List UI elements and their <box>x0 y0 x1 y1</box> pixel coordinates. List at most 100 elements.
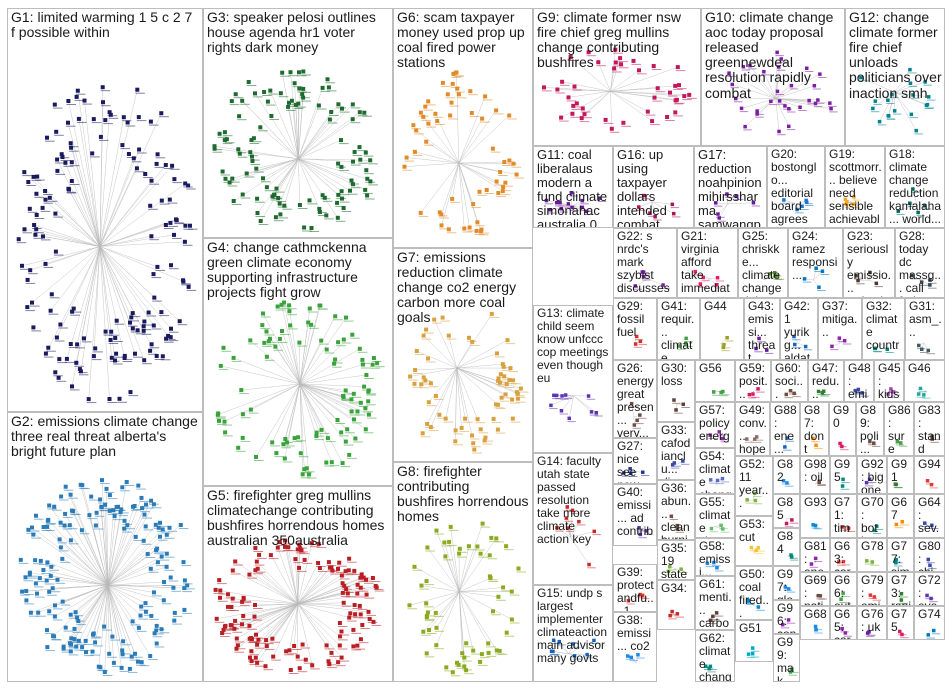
vertex-label-mark <box>753 503 763 505</box>
vertex-label-mark <box>335 423 346 424</box>
vertex <box>143 524 148 529</box>
vertex-label-mark <box>781 483 791 485</box>
group-cell-g27: G27: nice see new report... <box>613 438 657 484</box>
vertex-label-mark <box>890 97 899 99</box>
vertex <box>74 644 79 649</box>
vertex-label-mark <box>140 511 150 513</box>
vertex-label-mark <box>487 579 498 581</box>
vertex-label-mark <box>264 190 275 192</box>
cluster-g86 <box>895 440 908 447</box>
vertex <box>337 621 342 625</box>
vertex-label-mark <box>567 421 576 423</box>
cluster-g61 <box>708 611 724 625</box>
vertex-label-mark <box>249 641 259 643</box>
group-label: G33: cafod ianclu... disco... <box>661 423 691 479</box>
vertex-label-mark <box>93 351 103 353</box>
edge <box>297 603 360 607</box>
vertex-label-mark <box>280 75 290 77</box>
cluster-g13 <box>549 393 603 423</box>
vertex <box>333 314 338 319</box>
vertex <box>25 305 30 310</box>
group-label: G23: seriously emissio... reduction fund <box>847 229 892 297</box>
vertex-label-mark <box>217 136 228 138</box>
vertex-label-mark <box>923 208 932 210</box>
group-cell-g19: G19: scottmorr... believe need sensible … <box>825 146 885 228</box>
vertex <box>426 356 430 361</box>
vertex-label-mark <box>754 351 763 353</box>
vertex <box>254 559 259 564</box>
group-cell-g26: G26: energy great presen... very... <box>613 360 657 438</box>
vertex-label-mark <box>217 423 227 425</box>
vertex <box>840 444 844 449</box>
group-cell-g98: G98: oil <box>800 456 830 494</box>
vertex-label-mark <box>542 90 552 92</box>
vertex-label-mark <box>714 205 723 207</box>
vertex-label-mark <box>446 232 457 234</box>
vertex <box>338 634 342 639</box>
edge <box>456 367 521 389</box>
vertex-label-mark <box>460 656 470 658</box>
vertex-label-mark <box>434 630 445 632</box>
edge <box>78 584 109 622</box>
vertex <box>557 639 561 644</box>
vertex-label-mark <box>916 215 925 217</box>
vertex <box>167 525 172 530</box>
vertex <box>22 227 27 232</box>
group-cell-g5: G5: firefighter greg mullins climatechan… <box>203 486 393 682</box>
vertex-label-mark <box>283 442 293 443</box>
vertex <box>783 585 788 589</box>
vertex-label-mark <box>453 444 463 446</box>
vertex-label-mark <box>487 558 498 560</box>
vertex <box>756 605 761 609</box>
vertex-label-mark <box>130 624 141 626</box>
vertex <box>577 519 581 524</box>
vertex-label-mark <box>358 642 369 644</box>
edge <box>276 158 299 189</box>
vertex <box>719 390 723 395</box>
vertex-label-mark <box>72 642 83 644</box>
vertex-label-mark <box>34 232 44 234</box>
vertex <box>925 593 929 598</box>
vertex-label-mark <box>582 117 593 119</box>
group-cell-g57: G57: policy energ... <box>695 402 735 448</box>
vertex-label-mark <box>725 196 734 198</box>
cluster-g22 <box>633 270 670 290</box>
vertex-label-mark <box>314 439 324 441</box>
vertex <box>286 545 291 550</box>
vertex-label-mark <box>785 440 794 442</box>
vertex <box>852 202 856 206</box>
group-label: G22: s nrdc's mark szybist discusses way… <box>617 229 671 297</box>
vertex-label-mark <box>135 333 146 335</box>
vertex-label-mark <box>467 230 478 232</box>
edge <box>299 383 352 412</box>
group-label: G16: up using taxpayer dollars intended … <box>617 147 667 228</box>
edge <box>62 558 109 586</box>
edge <box>894 92 928 105</box>
edge <box>556 527 571 538</box>
vertex <box>130 619 135 624</box>
vertex-label-mark <box>343 393 354 395</box>
vertex-label-mark <box>282 305 292 307</box>
vertex <box>128 320 132 325</box>
vertex <box>754 548 758 553</box>
vertex-label-mark <box>63 489 74 491</box>
edge <box>104 585 109 673</box>
group-cell-g56: G56 <box>695 360 735 402</box>
vertex <box>262 90 267 94</box>
vertex-label-mark <box>712 565 721 567</box>
vertex <box>103 502 108 507</box>
group-cell-g66: G66: out <box>830 572 857 606</box>
vertex-label-mark <box>909 117 918 119</box>
edge <box>855 275 870 281</box>
edge <box>297 579 367 605</box>
group-cell-g54: G54: climate change <box>695 448 735 494</box>
edge <box>232 158 299 179</box>
vertex <box>349 178 354 183</box>
vertex <box>310 663 315 668</box>
vertex-label-mark <box>469 116 480 117</box>
vertex <box>107 493 112 498</box>
vertex-label-mark <box>352 155 363 156</box>
vertex <box>70 384 74 389</box>
vertex-label-mark <box>300 647 311 649</box>
vertex <box>159 554 164 559</box>
